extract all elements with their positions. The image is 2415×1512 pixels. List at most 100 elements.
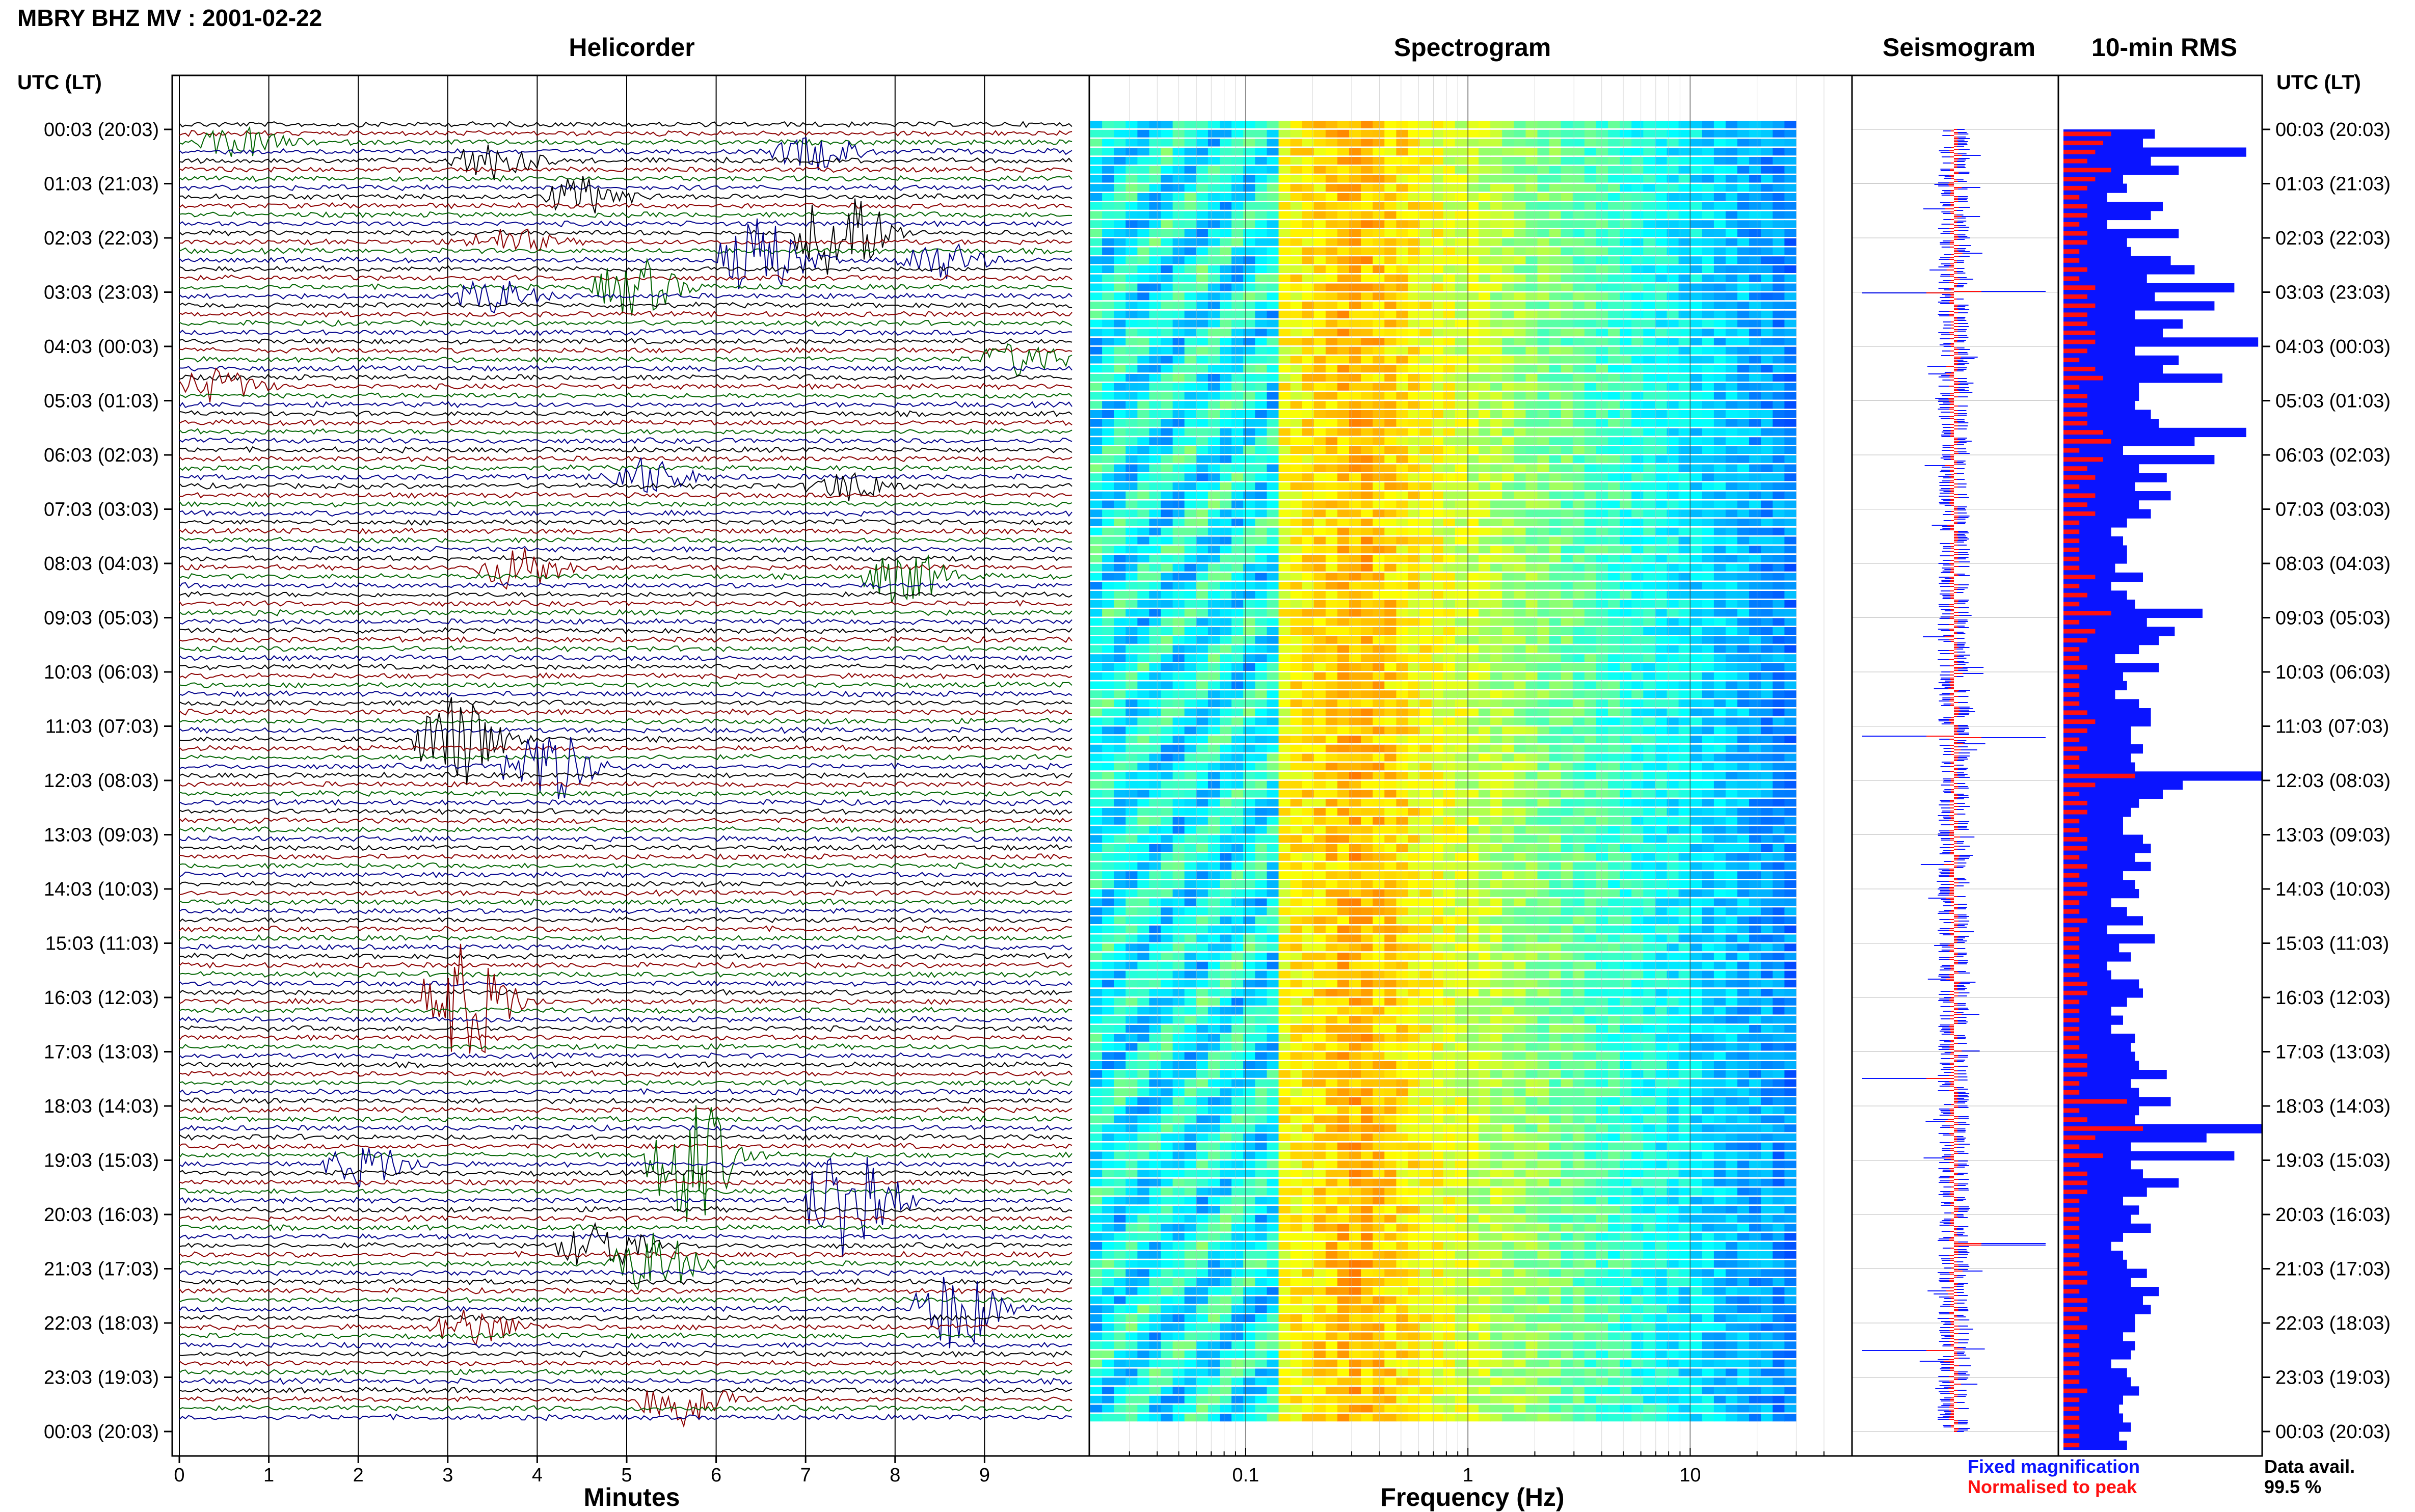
spectrogram-cell	[1726, 392, 1738, 400]
spectrogram-cell	[1161, 654, 1173, 662]
spectrogram-cell	[1314, 501, 1326, 508]
spectrogram-cell	[1255, 591, 1267, 599]
spectrogram-cell	[1773, 726, 1785, 734]
spectrogram-cell	[1208, 745, 1220, 752]
spectrogram-cell	[1549, 229, 1562, 237]
spectrogram-cell	[1196, 799, 1209, 806]
spectrogram-cell	[1502, 193, 1514, 201]
spectrogram-cell	[1749, 636, 1761, 644]
helicorder-trace	[179, 520, 1072, 525]
spectrogram-cell	[1679, 808, 1691, 816]
spectrogram-cell	[1384, 347, 1397, 355]
spectrogram-cell	[1737, 465, 1750, 472]
spectrogram-cell	[1149, 248, 1162, 255]
spectrogram-cell	[1314, 618, 1326, 626]
helicorder-trace	[179, 167, 1072, 172]
spectrogram-cell	[1220, 410, 1232, 418]
spectrogram-cell	[1125, 175, 1138, 183]
spectrogram-cell	[1773, 763, 1785, 770]
spectrogram-cell	[1538, 564, 1550, 572]
spectrogram-cell	[1679, 482, 1691, 490]
spectrogram-cell	[1702, 193, 1714, 201]
spectrogram-cell	[1314, 808, 1326, 816]
spectrogram-cell	[1573, 374, 1585, 382]
spectrogram-cell	[1420, 672, 1432, 680]
spectrogram-cell	[1149, 835, 1162, 843]
helicorder-trace	[179, 411, 1072, 417]
spectrogram-cell	[1161, 455, 1173, 463]
spectrogram-cell	[1455, 275, 1467, 282]
spectrogram-cell	[1643, 166, 1655, 174]
spectrogram-cell	[1761, 573, 1773, 581]
spectrogram-cell	[1714, 175, 1726, 183]
spectrogram-cell	[1443, 835, 1456, 843]
spectrogram-cell	[1255, 627, 1267, 635]
spectrogram-cell	[1420, 573, 1432, 581]
spectrogram-cell	[1561, 365, 1573, 372]
spectrogram-cell	[1679, 229, 1691, 237]
spectrogram-cell	[1702, 356, 1714, 364]
spectrogram-cell	[1231, 537, 1244, 545]
spectrogram-cell	[1737, 591, 1750, 599]
spectrogram-cell	[1337, 519, 1350, 526]
spectrogram-cell	[1714, 591, 1726, 599]
spectrogram-cell	[1185, 591, 1197, 599]
spectrogram-cell	[1291, 799, 1303, 806]
spectrogram-cell	[1561, 492, 1573, 499]
spectrogram-cell	[1291, 591, 1303, 599]
spectrogram-cell	[1185, 419, 1197, 427]
spectrogram-cell	[1749, 148, 1761, 155]
spectrogram-cell	[1749, 311, 1761, 318]
spectrogram-cell	[1761, 211, 1773, 219]
spectrogram-cell	[1655, 302, 1667, 309]
spectrogram-cell	[1408, 166, 1420, 174]
spectrogram-cell	[1231, 745, 1244, 752]
spectrogram-cell	[1396, 564, 1408, 572]
spectrogram-cell	[1784, 419, 1796, 427]
spectrogram-cell	[1608, 437, 1620, 445]
spectrogram-cell	[1737, 428, 1750, 436]
spectrogram-cell	[1455, 482, 1467, 490]
spectrogram-cell	[1608, 374, 1620, 382]
spectrogram-cell	[1196, 202, 1209, 210]
spectrogram-cell	[1643, 799, 1655, 806]
spectrogram-cell	[1525, 292, 1538, 300]
spectrogram-cell	[1090, 184, 1103, 192]
spectrogram-cell	[1337, 220, 1350, 228]
spectrogram-cell	[1326, 148, 1338, 155]
spectrogram-cell	[1384, 826, 1397, 834]
spectrogram-cell	[1137, 618, 1149, 626]
spectrogram-cell	[1549, 799, 1562, 806]
spectrogram-cell	[1384, 121, 1397, 128]
spectrogram-cell	[1114, 654, 1126, 662]
spectrogram-cell	[1137, 726, 1149, 734]
spectrogram-cell	[1161, 763, 1173, 770]
helicorder-trace	[179, 682, 1072, 688]
spectrogram-cell	[1726, 302, 1738, 309]
spectrogram-cell	[1208, 835, 1220, 843]
spectrogram-cell	[1396, 130, 1408, 138]
spectrogram-cell	[1408, 745, 1420, 752]
spectrogram-cell	[1455, 519, 1467, 526]
spectrogram-cell	[1291, 465, 1303, 472]
spectrogram-cell	[1349, 600, 1361, 608]
spectrogram-cell	[1125, 139, 1138, 147]
helicorder-trace	[179, 1297, 1072, 1303]
spectrogram-cell	[1384, 374, 1397, 382]
spectrogram-cell	[1102, 329, 1114, 336]
spectrogram-cell	[1373, 645, 1385, 653]
spectrogram-cell	[1655, 139, 1667, 147]
spectrogram-cell	[1784, 564, 1796, 572]
spectrogram-cell	[1714, 600, 1726, 608]
spectrogram-cell	[1384, 320, 1397, 328]
spectrogram-cell	[1090, 347, 1103, 355]
spectrogram-cell	[1479, 320, 1491, 328]
spectrogram-cell	[1231, 347, 1244, 355]
spectrogram-cell	[1502, 726, 1514, 734]
spectrogram-cell	[1702, 492, 1714, 499]
spectrogram-cell	[1585, 519, 1597, 526]
spectrogram-cell	[1384, 835, 1397, 843]
spectrogram-cell	[1337, 808, 1350, 816]
spectrogram-cell	[1479, 473, 1491, 481]
